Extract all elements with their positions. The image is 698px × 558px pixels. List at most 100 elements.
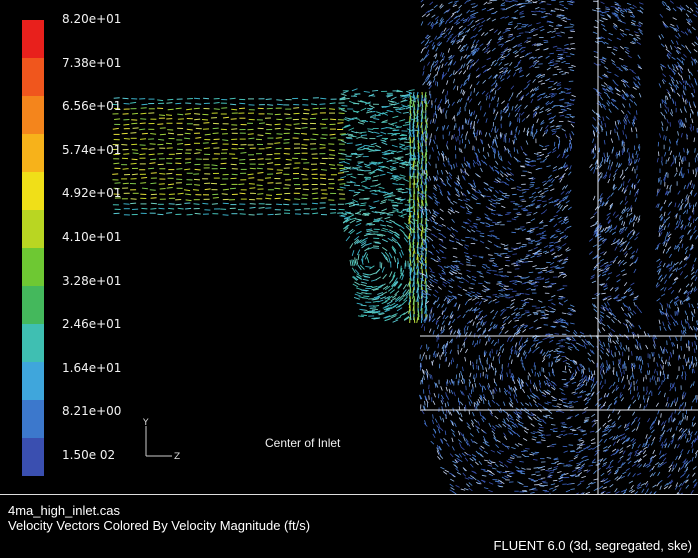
velocity-vector bbox=[640, 483, 646, 486]
velocity-vector bbox=[538, 380, 542, 385]
velocity-vector bbox=[580, 363, 584, 368]
velocity-vector bbox=[662, 248, 666, 254]
velocity-vector bbox=[676, 167, 678, 172]
velocity-vector bbox=[599, 161, 603, 166]
velocity-vector bbox=[685, 4, 690, 9]
velocity-vector bbox=[480, 194, 485, 198]
flow-viewport[interactable]: 8.20e+01 7.38e+01 6.56e+01 5.74e+01 4.92e+01… bbox=[0, 0, 698, 494]
velocity-vector bbox=[691, 61, 694, 66]
velocity-vector bbox=[561, 423, 567, 425]
velocity-vector bbox=[382, 227, 389, 231]
velocity-vector bbox=[396, 150, 403, 153]
velocity-vector bbox=[543, 158, 548, 162]
velocity-vector bbox=[354, 281, 360, 286]
velocity-vector bbox=[408, 280, 411, 287]
velocity-vector bbox=[413, 283, 416, 291]
velocity-vector bbox=[203, 147, 210, 149]
velocity-vector bbox=[413, 187, 416, 195]
velocity-vector bbox=[420, 3, 425, 8]
velocity-vector bbox=[482, 435, 486, 441]
velocity-vector bbox=[504, 173, 509, 178]
velocity-vector bbox=[412, 292, 415, 299]
velocity-vector bbox=[631, 41, 637, 44]
velocity-vector bbox=[453, 228, 459, 233]
velocity-vector bbox=[540, 8, 546, 10]
velocity-vector bbox=[669, 67, 674, 72]
velocity-vector bbox=[537, 483, 543, 486]
velocity-vector bbox=[177, 207, 184, 210]
velocity-vector bbox=[421, 154, 424, 161]
velocity-vector bbox=[647, 443, 650, 449]
velocity-vector bbox=[492, 202, 497, 205]
velocity-vector bbox=[680, 402, 684, 407]
velocity-vector bbox=[621, 175, 626, 180]
velocity-vector bbox=[590, 224, 595, 228]
velocity-vector bbox=[681, 481, 685, 486]
velocity-vector bbox=[510, 299, 516, 302]
velocity-vector bbox=[479, 240, 485, 244]
velocity-vector bbox=[481, 8, 487, 11]
velocity-vector bbox=[608, 226, 613, 230]
velocity-vector bbox=[687, 215, 692, 220]
velocity-vector bbox=[591, 442, 596, 444]
velocity-vector bbox=[451, 135, 453, 140]
velocity-vector bbox=[394, 281, 399, 287]
velocity-vector bbox=[680, 57, 686, 61]
velocity-vector bbox=[534, 339, 539, 342]
velocity-vector bbox=[433, 280, 438, 284]
velocity-vector bbox=[413, 94, 416, 101]
velocity-vector bbox=[551, 325, 557, 328]
velocity-vector bbox=[423, 96, 426, 102]
velocity-vector bbox=[642, 395, 645, 400]
velocity-vector bbox=[433, 112, 435, 118]
velocity-vector bbox=[448, 325, 453, 330]
velocity-vector bbox=[413, 115, 416, 123]
velocity-vector bbox=[441, 397, 444, 403]
velocity-vector bbox=[549, 487, 554, 490]
velocity-vector bbox=[495, 134, 498, 140]
velocity-vector bbox=[500, 2, 506, 6]
velocity-vector bbox=[464, 488, 469, 491]
velocity-vector bbox=[416, 253, 419, 260]
velocity-vector bbox=[141, 177, 148, 179]
velocity-vector bbox=[184, 132, 191, 135]
velocity-vector bbox=[627, 404, 632, 409]
velocity-vector bbox=[412, 124, 415, 131]
velocity-vector bbox=[150, 158, 157, 161]
velocity-vector bbox=[502, 423, 507, 428]
velocity-vector bbox=[248, 137, 255, 140]
velocity-vector bbox=[555, 127, 561, 130]
velocity-vector bbox=[432, 433, 436, 439]
velocity-vector bbox=[424, 301, 427, 308]
velocity-vector bbox=[532, 459, 538, 461]
velocity-vector bbox=[431, 24, 434, 30]
velocity-vector bbox=[690, 489, 694, 494]
velocity-vector bbox=[456, 39, 461, 42]
velocity-vector bbox=[604, 424, 609, 429]
velocity-vector bbox=[566, 18, 571, 21]
velocity-vector bbox=[591, 413, 596, 418]
velocity-vector bbox=[463, 80, 467, 85]
velocity-vector bbox=[399, 198, 406, 202]
velocity-vector bbox=[663, 211, 666, 217]
velocity-vector bbox=[346, 173, 353, 176]
velocity-vector bbox=[533, 211, 538, 215]
velocity-vector bbox=[462, 89, 465, 95]
velocity-vector bbox=[167, 98, 174, 101]
velocity-vector bbox=[638, 395, 640, 400]
velocity-vector bbox=[422, 131, 425, 137]
velocity-vector bbox=[360, 131, 367, 134]
velocity-vector bbox=[682, 432, 686, 437]
velocity-vector bbox=[493, 389, 496, 394]
velocity-vector bbox=[533, 59, 538, 63]
velocity-vector bbox=[364, 253, 369, 260]
velocity-vector bbox=[558, 176, 563, 180]
velocity-vector bbox=[593, 478, 598, 481]
velocity-vector bbox=[394, 298, 401, 303]
velocity-vector bbox=[552, 45, 558, 48]
velocity-vector bbox=[433, 53, 438, 57]
velocity-vector bbox=[544, 313, 549, 316]
velocity-vector bbox=[462, 34, 467, 38]
velocity-vector bbox=[562, 401, 567, 404]
velocity-vector bbox=[503, 106, 507, 111]
